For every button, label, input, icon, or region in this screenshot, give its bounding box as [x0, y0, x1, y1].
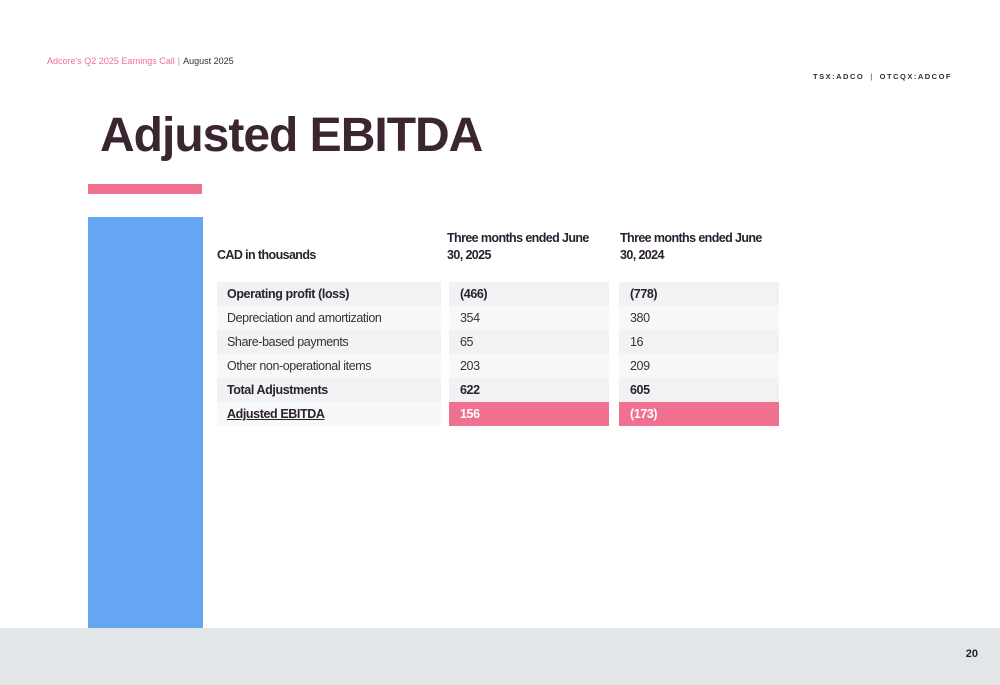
footer-bar: 20: [0, 628, 1000, 685]
table-row-highlight: Adjusted EBITDA 156 (173): [217, 402, 780, 426]
value-2024: 605: [619, 378, 779, 402]
title-accent-bar: [88, 184, 202, 194]
value-2024: 380: [619, 306, 779, 330]
row-label: Operating profit (loss): [217, 282, 441, 306]
table-row: Operating profit (loss) (466) (778): [217, 282, 780, 306]
decorative-side-panel: [88, 217, 203, 628]
table-row: Other non-operational items 203 209: [217, 354, 780, 378]
ticker-divider: |: [870, 72, 874, 81]
row-label: Other non-operational items: [217, 354, 441, 378]
header-period-2025: Three months ended June 30, 2025: [447, 231, 589, 262]
table-row: Share-based payments 65 16: [217, 330, 780, 354]
value-2025: 203: [449, 354, 609, 378]
event-date: August 2025: [183, 56, 234, 66]
table-row: Total Adjustments 622 605: [217, 378, 780, 402]
value-2024: (173): [619, 402, 779, 426]
header-currency: CAD in thousands: [217, 248, 316, 262]
ticker-symbols: TSX:ADCO | OTCQX:ADCOF: [813, 72, 952, 81]
value-2024: 209: [619, 354, 779, 378]
header-separator: |: [177, 56, 181, 66]
table-row: Depreciation and amortization 354 380: [217, 306, 780, 330]
row-label: Total Adjustments: [217, 378, 441, 402]
ebitda-table: CAD in thousands Three months ended June…: [217, 230, 780, 426]
row-label: Share-based payments: [217, 330, 441, 354]
ticker-otcqx: OTCQX:ADCOF: [879, 72, 952, 81]
value-2025: 354: [449, 306, 609, 330]
value-2025: 65: [449, 330, 609, 354]
row-label: Adjusted EBITDA: [217, 402, 441, 426]
page-title: Adjusted EBITDA: [100, 109, 483, 162]
value-2025: (466): [449, 282, 609, 306]
ticker-tsx: TSX:ADCO: [813, 72, 865, 81]
value-2025: 156: [449, 402, 609, 426]
event-header: Adcore's Q2 2025 Earnings Call | August 20…: [47, 56, 234, 66]
value-2025: 622: [449, 378, 609, 402]
row-label: Depreciation and amortization: [217, 306, 441, 330]
event-name: Adcore's Q2 2025 Earnings Call: [47, 56, 175, 66]
value-2024: 16: [619, 330, 779, 354]
value-2024: (778): [619, 282, 779, 306]
page-number: 20: [965, 648, 978, 660]
header-period-2024: Three months ended June 30, 2024: [620, 231, 762, 262]
table-header: CAD in thousands Three months ended June…: [217, 230, 780, 282]
